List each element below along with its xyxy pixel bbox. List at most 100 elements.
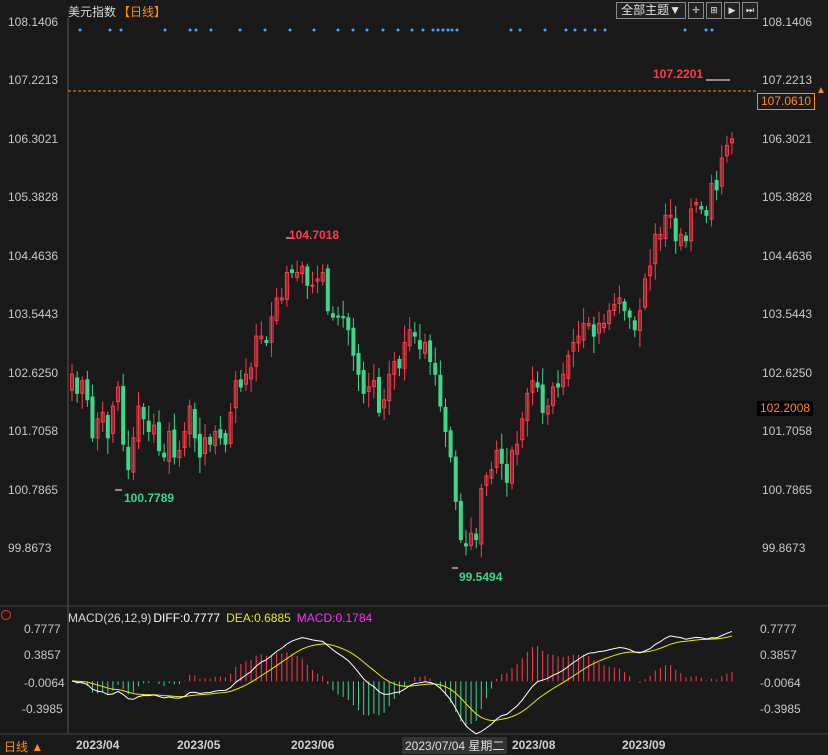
event-dot [573,28,577,32]
candle-body [668,214,673,218]
candle-body [719,157,724,187]
footer-period[interactable]: 日线 ▲ [4,740,44,754]
candle-body [714,180,719,191]
candle-body [371,380,376,388]
price-tick-right: 106.3021 [762,131,813,146]
price-tick-left: 101.7058 [8,424,59,439]
event-dot [288,28,292,32]
date-tick: 2023/06 [291,738,335,752]
candle-body [489,469,494,479]
event-dot [381,28,385,32]
candle-body [612,303,617,311]
candle-body [392,361,397,375]
candle-body [218,429,223,439]
candle-body [550,386,555,406]
event-dot [312,28,316,32]
candle-body [545,405,550,415]
candle-body [443,407,448,432]
candle-body [366,386,371,392]
date-tick: 2023/05 [177,738,221,752]
candle-body [336,315,341,318]
candle-body [397,358,402,369]
candle-body [75,377,80,394]
price-tick-left: 103.5443 [8,307,59,322]
candle-body [402,341,407,369]
candle-body [453,456,458,502]
candle-body [724,144,729,157]
candle-body [243,373,248,385]
candle-body [361,370,366,394]
period-label: 【日线】 [118,5,167,19]
macd-tick-right: -0.3985 [760,702,801,716]
candle-body [213,430,218,447]
candle-body [177,450,182,459]
event-dot [163,28,167,32]
candle-body [499,448,504,464]
candle-body [238,379,243,388]
candle-body [203,437,208,454]
candle-body [284,272,289,300]
candle-body [141,406,146,420]
candle-body [581,322,586,341]
candle-body [146,420,151,432]
event-dot [603,28,607,32]
candle-body [525,392,530,421]
candle-body [458,500,463,541]
crosshair-icon[interactable]: ✛ [688,2,704,19]
candle-body [131,437,136,473]
skip-forward-icon[interactable]: ⏭ [742,2,758,19]
theme-button[interactable]: 全部主题▼ [616,2,686,19]
candle-body [479,488,484,545]
candle-body [192,409,197,439]
dea-line [71,635,733,721]
candle-body [315,278,320,282]
candle-body [602,322,607,329]
event-dot [450,28,454,32]
candle-body [515,443,520,455]
macd-tick-left: -0.3985 [22,702,63,716]
candle-body [387,373,392,402]
price-tick-right: 99.8673 [762,541,806,555]
candle-body [341,316,346,319]
candle-body [417,340,422,350]
indicator-settings-icon[interactable] [1,610,11,620]
candle-body [730,138,734,144]
event-dot [446,28,450,32]
price-tick-right: 101.7058 [762,424,813,439]
price-tick-left: 99.8673 [8,541,52,555]
candle-body [162,452,167,458]
candle-body [80,380,85,394]
candle-body [151,424,156,435]
price-tick-right: 107.2213 [762,73,813,88]
macd-tick-left: 0.7777 [24,622,61,636]
candle-body [95,418,100,439]
candle-body [556,383,561,388]
event-dot [351,28,355,32]
candle-body [330,313,335,318]
event-dot [336,28,340,32]
candle-body [709,183,714,220]
candle-body [376,376,381,413]
candle-body [586,322,591,327]
low-annotation-2: 99.5494 [459,570,503,584]
price-tick-right: 103.5443 [762,307,813,322]
candle-body [182,430,187,448]
candle-body [346,317,351,331]
candle-body [653,233,658,265]
event-dot [455,28,459,32]
macd-header: MACD(26,12,9) DIFF:0.7777 DEA:0.6885 MACD:0… [68,611,378,625]
event-dot [583,28,587,32]
candle-body [535,382,540,388]
play-step-icon[interactable]: ▶ [724,2,740,19]
candle-body [259,335,264,340]
caret-up-icon: ▲ [816,85,826,96]
candle-body [325,268,330,312]
zoom-in-icon[interactable]: ⊞ [706,2,722,19]
candle-body [463,543,468,547]
macd-diff: DIFF:0.7777 [153,611,221,625]
candle-body [632,320,637,331]
candle-body [663,214,668,240]
candle-body [673,218,678,242]
candle-body [110,405,115,434]
